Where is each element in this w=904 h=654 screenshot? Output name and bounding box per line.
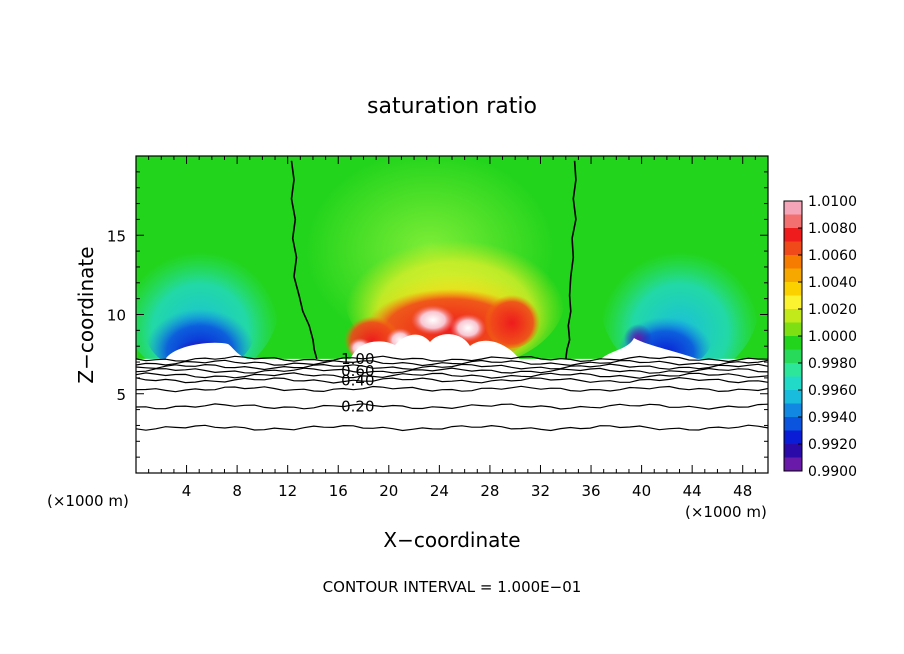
y-tick-label: 10: [107, 307, 126, 325]
contour-line: [136, 359, 768, 367]
x-tick-label: 16: [329, 482, 348, 500]
x-tick-label: 48: [733, 482, 752, 500]
y-tick-label: 5: [116, 386, 126, 404]
colorbar-label: 1.0020: [808, 302, 857, 318]
colorbar-swatch: [784, 349, 802, 364]
chart-title: saturation ratio: [367, 94, 537, 119]
contour-line-unity: [565, 160, 577, 360]
field-gap-center: [350, 334, 520, 360]
contour-line: [136, 355, 768, 363]
contour-lines: 1.000.600.40 0.20: [136, 160, 768, 432]
colorbar-swatch: [784, 457, 802, 472]
colorbar-label: 0.9920: [808, 437, 857, 453]
field-pink-core-2: [450, 314, 486, 342]
colorbar-swatch: [784, 322, 802, 337]
x-axis-label: X−coordinate: [383, 528, 520, 552]
x-tick-label: 28: [480, 482, 499, 500]
colorbar-label: 0.9900: [808, 464, 857, 480]
colorbar-swatch: [784, 241, 802, 256]
x-tick-label: 12: [278, 482, 297, 500]
x-tick-label: 40: [632, 482, 651, 500]
contour-line: [136, 363, 768, 371]
contour-line: [136, 376, 768, 384]
colorbar-swatch: [784, 376, 802, 391]
colorbar-swatch: [784, 390, 802, 404]
y-axis-label: Z−coordinate: [74, 246, 98, 383]
colorbar-swatch: [784, 417, 802, 431]
contour-label: 0.20: [341, 397, 374, 415]
field-pink-core-1: [411, 305, 455, 335]
colorbar-swatch: [784, 228, 802, 242]
colorbar-label: 1.0040: [808, 275, 857, 291]
colorbar-swatch: [784, 336, 802, 350]
colorbar-swatch: [784, 255, 802, 269]
contour-label: 0.60: [341, 362, 374, 380]
contour-line: [136, 385, 768, 393]
colorbar-label: 0.9980: [808, 356, 857, 372]
x-tick-label: 8: [232, 482, 242, 500]
colorbar-label: 0.9940: [808, 410, 857, 426]
field-red-lobe-right: [484, 292, 540, 348]
colorbar: 1.0100 1.0080 1.0060 1.0040 1.0020 1.0000 0.99…: [783, 194, 857, 480]
x-tick-label: 24: [430, 482, 449, 500]
contour-label: 0.40: [341, 371, 374, 389]
contour-interval-footer: CONTOUR INTERVAL = 1.000E−01: [323, 578, 582, 596]
colorbar-swatch: [784, 403, 802, 418]
colorbar-swatch: [784, 201, 802, 215]
colorbar-label: 1.0080: [808, 221, 857, 237]
colorbar-swatch: [784, 282, 802, 296]
colorbar-label: 1.0100: [808, 194, 857, 210]
saturation-field: 1.000.600.40 0.20: [136, 156, 768, 473]
x-unit-left: (×1000 m): [47, 492, 129, 510]
colorbar-label: 1.0060: [808, 248, 857, 264]
colorbar-swatch: [784, 268, 802, 283]
colorbar-label: 0.9960: [808, 383, 857, 399]
colorbar-swatch: [784, 430, 802, 445]
field-gap-left: [165, 342, 250, 360]
colorbar-swatch: [784, 295, 802, 310]
contour-line: [136, 367, 768, 374]
x-tick-label: 20: [379, 482, 398, 500]
contour-label: 1.00: [341, 350, 374, 368]
x-tick-label: 44: [683, 482, 702, 500]
colorbar-label: 1.0000: [808, 329, 857, 345]
colorbar-swatch: [784, 214, 802, 229]
x-tick-label: 32: [531, 482, 550, 500]
contour-line: [136, 372, 768, 379]
x-unit-right: (×1000 m): [685, 503, 767, 521]
field-below-cloud-base: [136, 358, 768, 473]
x-tick-label: 4: [182, 482, 192, 500]
colorbar-swatch: [784, 309, 802, 323]
field-gap-right: [600, 338, 700, 360]
x-tick-label: 36: [581, 482, 600, 500]
colorbar-swatch: [784, 363, 802, 377]
y-tick-label: 15: [107, 227, 126, 245]
contour-line: [136, 424, 768, 432]
contour-line: [136, 403, 768, 410]
contour-line-unity: [290, 160, 318, 360]
colorbar-swatch: [784, 444, 802, 458]
